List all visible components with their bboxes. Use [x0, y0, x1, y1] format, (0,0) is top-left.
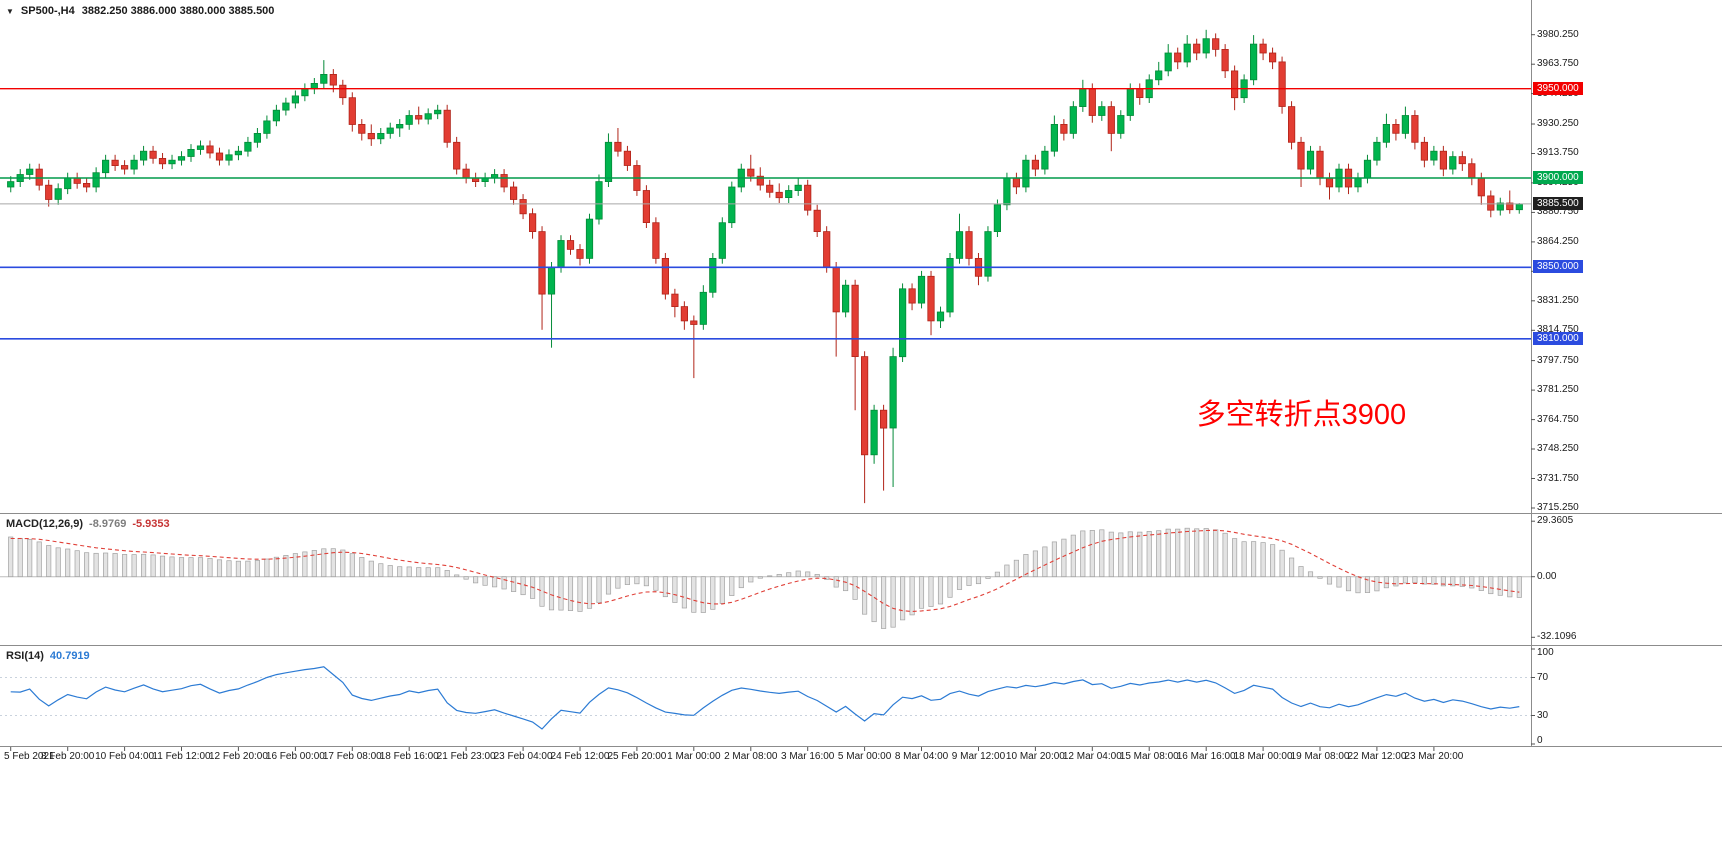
macd-main-value: -8.9769 — [89, 518, 127, 530]
rsi-axis-label: 70 — [1537, 671, 1549, 683]
time-axis-label: 5 Mar 00:00 — [837, 751, 892, 762]
time-axis-label: 22 Mar 12:00 — [1347, 751, 1407, 762]
time-axis-label: 24 Feb 12:00 — [550, 751, 610, 762]
time-axis-label: 2 Mar 08:00 — [724, 751, 778, 762]
time-axis-label: 23 Mar 20:00 — [1404, 751, 1464, 762]
price-axis-label: 3781.250 — [1537, 384, 1579, 396]
price-axis-label: 3764.750 — [1537, 413, 1579, 425]
symbol-period-label: SP500-,H4 — [20, 5, 75, 17]
ohlc-values: 3882.250 3886.000 3880.000 3885.500 — [81, 5, 275, 17]
symbol-dropdown-icon[interactable]: ▼ — [6, 6, 14, 16]
macd-indicator-label: MACD(12,26,9) -8.9769 -5.9353 — [6, 518, 176, 530]
time-axis-label: 18 Feb 16:00 — [379, 751, 439, 762]
price-axis-label: 3814.750 — [1537, 324, 1579, 336]
price-level-label: 3900.000 — [1533, 171, 1583, 185]
macd-histogram — [8, 527, 1522, 629]
price-axis-label: 3731.750 — [1537, 472, 1579, 484]
price-level-label: 3810.000 — [1533, 331, 1583, 345]
price-level-lines[interactable] — [0, 88, 1531, 340]
time-axis-label: 17 Feb 08:00 — [322, 751, 382, 762]
price-level-label: 3950.000 — [1533, 81, 1583, 95]
time-axis-label: 3 Mar 16:00 — [781, 751, 835, 762]
annotation-text: 多空转折点3900 — [1196, 398, 1407, 431]
time-axis-label: 23 Feb 04:00 — [493, 751, 553, 762]
price-axis-label: 3930.250 — [1537, 117, 1579, 129]
rsi-axis-label: 100 — [1537, 647, 1554, 658]
price-axis-label: 3864.250 — [1537, 235, 1579, 247]
macd-axis-label: 29.3605 — [1537, 515, 1574, 527]
price-level-label: 3850.000 — [1533, 260, 1583, 274]
price-axis-label: 3748.250 — [1537, 443, 1579, 455]
time-axis-label: 11 Feb 12:00 — [152, 751, 211, 762]
rsi-value: 40.7919 — [49, 650, 90, 662]
time-axis-label: 18 Mar 00:00 — [1233, 751, 1293, 762]
time-axis-label: 5 Feb 2021 — [4, 751, 55, 762]
time-axis-label: 16 Mar 16:00 — [1176, 751, 1236, 762]
time-axis-label: 8 Feb 20:00 — [40, 751, 95, 762]
time-axis-label: 16 Feb 00:00 — [265, 751, 325, 762]
time-axis-label: 19 Mar 08:00 — [1290, 751, 1350, 762]
candlestick-series — [7, 29, 1523, 504]
macd-axis-label: 0.00 — [1537, 570, 1557, 582]
chart-header: ▼ SP500-,H4 3882.250 3886.000 3880.000 3… — [6, 5, 274, 17]
rsi-axis-label: 0 — [1537, 735, 1543, 746]
macd-axis-label: -32.1096 — [1537, 631, 1577, 643]
rsi-axis-label: 30 — [1537, 709, 1549, 721]
time-axis-label: 8 Mar 04:00 — [894, 751, 949, 762]
time-axis-label: 15 Mar 08:00 — [1119, 751, 1179, 762]
time-axis-label: 25 Feb 20:00 — [607, 751, 667, 762]
price-level-label: 3885.500 — [1533, 196, 1583, 210]
time-axis-label: 10 Feb 04:00 — [95, 751, 155, 762]
time-axis-label: 10 Mar 20:00 — [1005, 751, 1065, 762]
time-axis-label: 21 Feb 23:00 — [436, 751, 496, 762]
time-axis-label: 12 Feb 20:00 — [208, 751, 268, 762]
macd-signal-line — [10, 529, 1520, 613]
price-axis-label: 3913.750 — [1537, 147, 1579, 159]
time-axis-label: 1 Mar 00:00 — [667, 751, 721, 762]
rsi-line — [10, 666, 1520, 730]
rsi-name: RSI(14) — [6, 650, 44, 662]
macd-name: MACD(12,26,9) — [6, 518, 84, 530]
panel-separators — [0, 0, 1722, 747]
time-axis-label: 9 Mar 12:00 — [951, 751, 1006, 762]
rsi-indicator-label: RSI(14) 40.7919 — [6, 650, 96, 662]
price-axis-label: 3880.750 — [1537, 206, 1579, 218]
time-axis-label: 12 Mar 04:00 — [1062, 751, 1122, 762]
price-axis-label: 3831.250 — [1537, 294, 1579, 306]
price-axis-label: 3797.750 — [1537, 354, 1579, 366]
price-axis-label: 3715.250 — [1537, 501, 1579, 513]
macd-signal-value: -5.9353 — [132, 518, 170, 530]
price-axis-label: 3980.250 — [1537, 28, 1579, 40]
price-axis-label: 3963.750 — [1537, 58, 1579, 70]
